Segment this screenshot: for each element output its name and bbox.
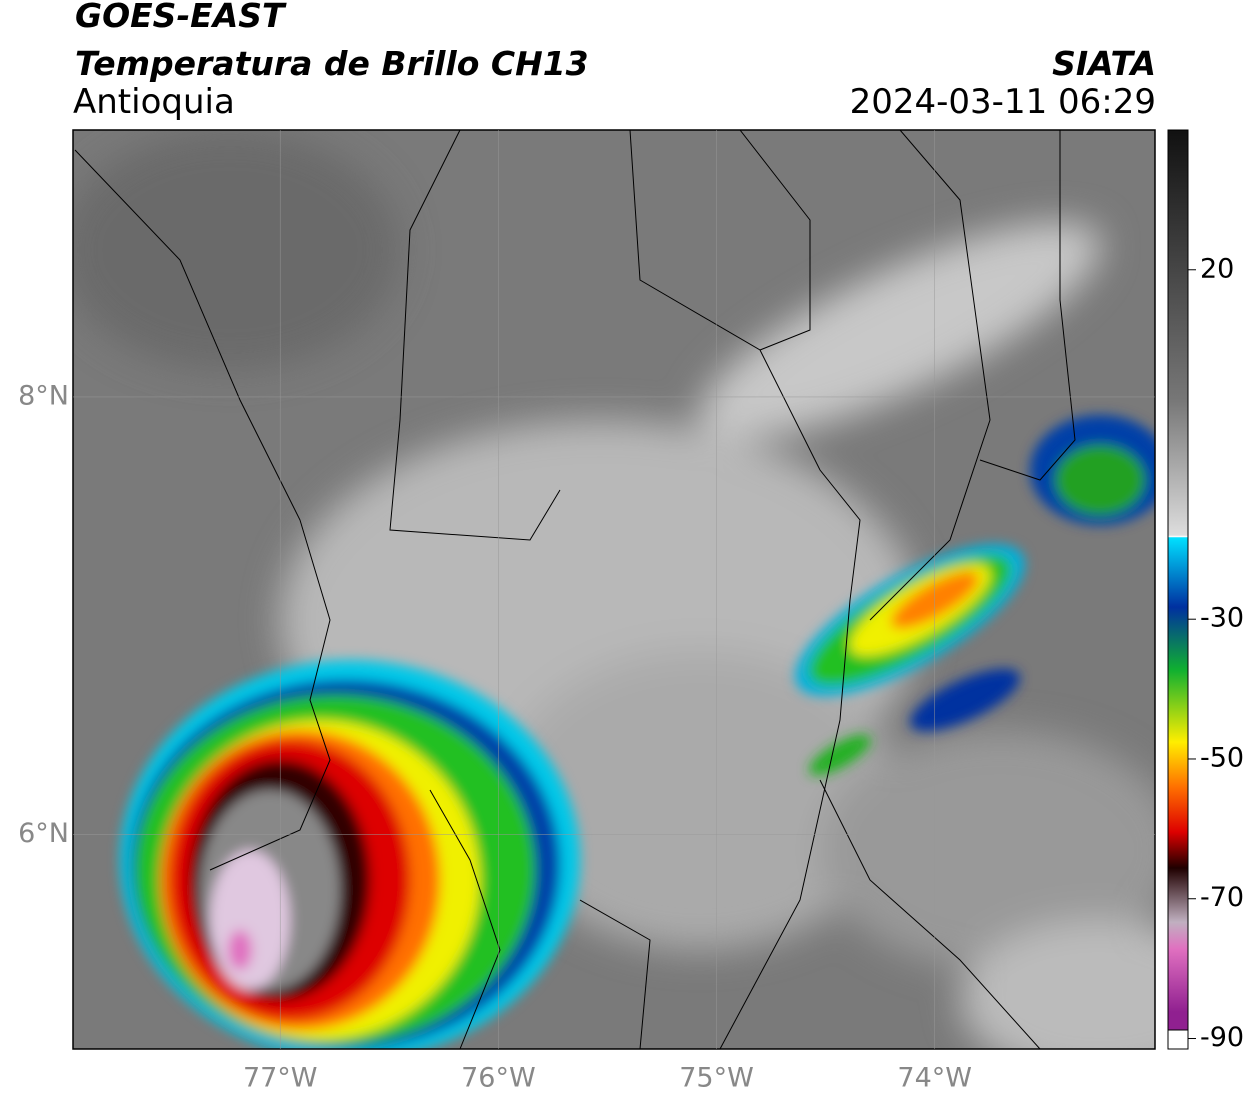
source: SIATA	[1052, 44, 1156, 83]
satellite-image	[73, 130, 1155, 1049]
colorbar	[1168, 130, 1188, 1030]
lon-tick-label: 74°W	[897, 1063, 972, 1094]
map-frame	[72, 129, 1156, 1050]
title: GOES-EAST	[75, 0, 285, 35]
lat-tick-label: 8°N	[18, 380, 69, 411]
datetime: 2024-03-11 06:29	[849, 82, 1156, 122]
boundaries	[74, 130, 1076, 1049]
lon-tick-label: 77°W	[243, 1063, 318, 1094]
colorbar-under	[1167, 1029, 1189, 1050]
storm-southwest	[120, 660, 580, 1049]
colorbar-frame	[1167, 129, 1189, 1050]
colorbar-tick-label: -70	[1200, 882, 1244, 913]
colorbar-tick-label: 20	[1200, 253, 1234, 284]
lat-tick-label: 6°N	[18, 818, 69, 849]
storm-northeast	[795, 415, 1155, 776]
colorbar-tick-label: -30	[1200, 603, 1244, 634]
lon-tick-label: 75°W	[679, 1063, 754, 1094]
subtitle: Temperatura de Brillo CH13	[75, 44, 589, 83]
lon-tick-label: 76°W	[461, 1063, 536, 1094]
colorbar-tick-label: -90	[1200, 1022, 1244, 1053]
colorbar-tick-label: -50	[1200, 742, 1244, 773]
region: Antioquia	[73, 82, 235, 122]
